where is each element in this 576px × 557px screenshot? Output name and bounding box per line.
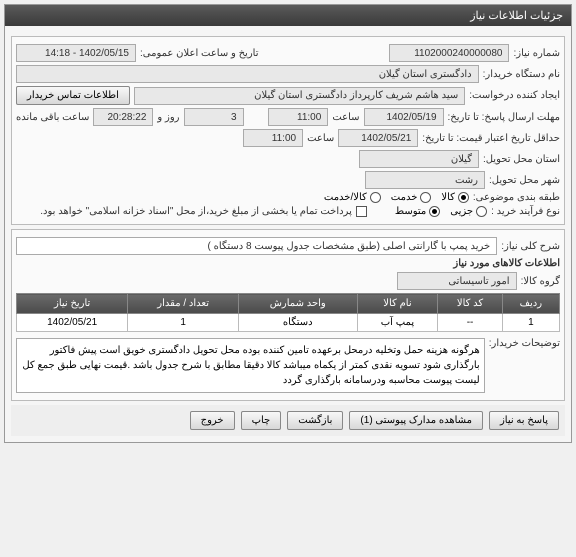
col-unit: واحد شمارش (238, 294, 357, 314)
button-bar: پاسخ به نیاز مشاهده مدارک پیوستی (1) باز… (11, 405, 565, 436)
panel-body: شماره نیاز: 1102000240000080 تاریخ و ساع… (5, 26, 571, 442)
partial-pay-label: پرداخت تمام یا بخشی از مبلغ خرید،از محل … (40, 206, 352, 217)
attachments-button[interactable]: مشاهده مدارک پیوستی (1) (349, 411, 483, 430)
radio-icon (429, 206, 440, 217)
goods-group-field: امور تاسیساتی (397, 272, 517, 290)
col-date: تاریخ نیاز (17, 294, 128, 314)
public-date-label: تاریخ و ساعت اعلان عمومی: (140, 48, 259, 59)
buyer-notes-field: هرگونه هزینه حمل وتخلیه درمحل برعهده تام… (16, 338, 485, 393)
cell-qty: 1 (128, 314, 239, 332)
radio-icon (420, 192, 431, 203)
category-radio-group: کالا خدمت کالا/خدمت (324, 192, 469, 203)
buy-type-medium[interactable]: متوسط (395, 206, 440, 217)
buy-type-label: نوع فرآیند خرید : (491, 206, 560, 217)
cell-row: 1 (502, 314, 559, 332)
deadline-date-field: 1402/05/19 (364, 108, 444, 126)
valid-date-field: 1402/05/21 (338, 129, 418, 147)
buy-type-small[interactable]: جزیی (450, 206, 487, 217)
general-desc-field: خرید پمپ با گارانتی اصلی (طبق مشخصات جدو… (16, 237, 497, 255)
back-button[interactable]: بازگشت (287, 411, 343, 430)
buyer-notes-label: توضیحات خریدار: (489, 338, 560, 349)
need-no-field: 1102000240000080 (389, 44, 509, 62)
details-panel: جزئیات اطلاعات نیاز شماره نیاز: 11020002… (4, 4, 572, 443)
public-date-field: 1402/05/15 - 14:18 (16, 44, 136, 62)
city-field: رشت (365, 171, 485, 189)
exit-button[interactable]: خروج (190, 411, 235, 430)
city-label: شهر محل تحویل: (489, 175, 560, 186)
deadline-label: مهلت ارسال پاسخ: تا تاریخ: (448, 112, 560, 123)
valid-until-label: حداقل تاریخ اعتبار قیمت: تا تاریخ: (422, 133, 560, 144)
remaining-label: ساعت باقی مانده (16, 112, 89, 123)
col-qty: تعداد / مقدار (128, 294, 239, 314)
radio-icon (458, 192, 469, 203)
cell-name: پمپ آب (357, 314, 438, 332)
table-row[interactable]: 1 -- پمپ آب دستگاه 1 1402/05/21 (17, 314, 560, 332)
panel-title: جزئیات اطلاعات نیاز (5, 5, 571, 26)
buyer-org-field: دادگستری استان گیلان (16, 65, 479, 83)
category-label: طبقه بندی موضوعی: (473, 192, 560, 203)
category-goods[interactable]: کالا (441, 192, 469, 203)
time-label-2: ساعت (307, 133, 334, 144)
col-row: ردیف (502, 294, 559, 314)
cell-date: 1402/05/21 (17, 314, 128, 332)
category-goods-service[interactable]: کالا/خدمت (324, 192, 381, 203)
requester-field: سید هاشم شریف کارپرداز دادگستری استان گی… (134, 87, 465, 105)
col-name: نام کالا (357, 294, 438, 314)
days-remaining-field: 3 (184, 108, 244, 126)
deadline-time-field: 11:00 (268, 108, 328, 126)
buyer-org-label: نام دستگاه خریدار: (483, 69, 560, 80)
need-no-label: شماره نیاز: (513, 48, 560, 59)
contact-info-button[interactable]: اطلاعات تماس خریدار (16, 86, 130, 105)
description-section: شرح کلی نیاز: خرید پمپ با گارانتی اصلی (… (11, 229, 565, 401)
col-code: کد کالا (438, 294, 502, 314)
print-button[interactable]: چاپ (241, 411, 282, 430)
header-section: شماره نیاز: 1102000240000080 تاریخ و ساع… (11, 36, 565, 225)
respond-button[interactable]: پاسخ به نیاز (489, 411, 559, 430)
province-field: گیلان (359, 150, 479, 168)
radio-icon (370, 192, 381, 203)
goods-table: ردیف کد کالا نام کالا واحد شمارش تعداد /… (16, 293, 560, 332)
buy-type-radio-group: جزیی متوسط (395, 206, 487, 217)
time-remaining-field: 20:28:22 (93, 108, 153, 126)
goods-info-label: اطلاعات کالاهای مورد نیاز (453, 258, 560, 269)
radio-icon (476, 206, 487, 217)
partial-pay-checkbox[interactable] (356, 206, 367, 217)
goods-group-label: گروه کالا: (521, 276, 560, 287)
category-service[interactable]: خدمت (391, 192, 432, 203)
cell-code: -- (438, 314, 502, 332)
cell-unit: دستگاه (238, 314, 357, 332)
valid-time-field: 11:00 (243, 129, 303, 147)
province-label: استان محل تحویل: (483, 154, 560, 165)
requester-label: ایجاد کننده درخواست: (469, 90, 560, 101)
general-desc-label: شرح کلی نیاز: (501, 241, 560, 252)
days-and-label: روز و (157, 112, 179, 123)
time-label-1: ساعت (332, 112, 359, 123)
